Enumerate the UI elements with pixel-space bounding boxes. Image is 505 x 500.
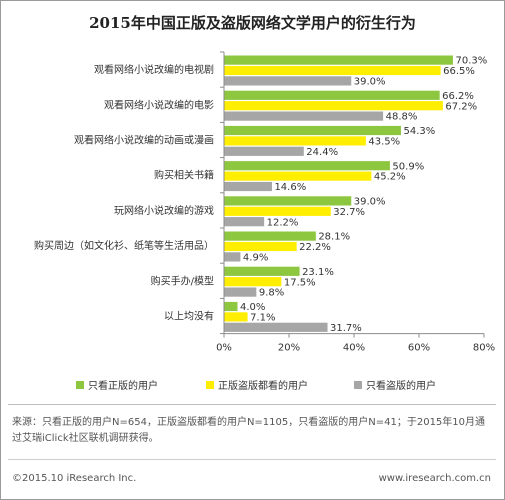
bar — [224, 196, 352, 206]
bar — [224, 136, 366, 146]
bar — [224, 322, 328, 332]
x-tick-label: 80% — [473, 343, 495, 354]
bar — [224, 312, 248, 322]
category-label: 观看网络小说改编的动画或漫画 — [74, 134, 214, 147]
bar-value-label: 17.5% — [284, 277, 316, 288]
x-tick-label: 40% — [343, 343, 365, 354]
bar-chart: 0% 20% 40% 60% 80% 观看网络小说改编的电视剧 70.3%66.5% 39.0… — [34, 51, 495, 354]
category-label: 以上均没有 — [164, 310, 214, 323]
legend-swatch-genuine-only — [76, 380, 84, 389]
chart-title: 2015年中国正版及盗版网络文学用户的衍生行为 — [89, 14, 416, 32]
bar — [224, 231, 316, 241]
legend-item-pirated-only: 只看盗版的用户 — [354, 377, 436, 392]
bar — [224, 161, 390, 171]
footer-divider — [8, 459, 496, 460]
bar — [224, 206, 331, 216]
category-label: 购买相关书籍 — [154, 169, 214, 182]
bar-value-label: 48.8% — [386, 112, 418, 123]
bar-value-label: 9.8% — [259, 288, 284, 299]
x-tick-label: 60% — [408, 343, 430, 354]
category-label: 购买手办/模型 — [151, 274, 214, 287]
bar-value-label: 4.9% — [243, 253, 268, 264]
x-tick-label: 20% — [278, 343, 300, 354]
bar-value-label: 50.9% — [392, 161, 424, 172]
bar-value-label: 54.3% — [403, 126, 435, 137]
bar-value-label: 67.2% — [445, 101, 477, 112]
bar — [224, 217, 265, 227]
legend-label-genuine-only: 只看正版的用户 — [88, 381, 158, 392]
bar — [224, 252, 241, 262]
category-label: 观看网络小说改编的电影 — [104, 98, 214, 111]
legend-swatch-both — [206, 380, 214, 389]
bar-value-label: 4.0% — [240, 302, 265, 313]
legend-item-both: 正版盗版都看的用户 — [206, 377, 308, 392]
bar — [224, 65, 441, 76]
bar — [224, 241, 297, 252]
bar — [224, 125, 401, 136]
bar-value-label: 39.0% — [354, 77, 386, 88]
bar-value-label: 24.4% — [306, 147, 338, 158]
bar-value-label: 14.6% — [274, 182, 306, 193]
bar-value-label: 66.2% — [442, 91, 474, 102]
bar-value-label: 43.5% — [368, 137, 400, 148]
category-label: 观看网络小说改编的电视剧 — [94, 63, 214, 76]
note-divider — [8, 404, 496, 405]
bar — [224, 301, 238, 312]
bar — [224, 181, 272, 192]
bar-value-label: 23.1% — [302, 267, 334, 278]
copyright: ©2015.10 iResearch Inc. — [12, 473, 137, 484]
bar-value-label: 66.5% — [443, 66, 475, 77]
bar — [224, 171, 372, 181]
legend-item-genuine-only: 只看正版的用户 — [76, 377, 158, 392]
bar — [224, 90, 440, 100]
bar-value-label: 32.7% — [333, 207, 365, 218]
bar-value-label: 39.0% — [354, 197, 386, 208]
category-label: 购买周边（如文化衫、纸笔等生活用品） — [34, 239, 214, 252]
bar-value-label: 12.2% — [267, 217, 299, 228]
website: www.iresearch.com.cn — [378, 473, 491, 484]
legend-swatch-pirated-only — [354, 380, 362, 389]
bar-value-label: 22.2% — [299, 242, 331, 253]
bar — [224, 111, 384, 121]
bar — [224, 266, 300, 276]
bar-value-label: 45.2% — [374, 172, 406, 183]
bar — [224, 55, 453, 65]
bar — [224, 101, 443, 111]
x-tick-label: 0% — [216, 343, 232, 354]
bar-value-label: 28.1% — [318, 232, 350, 243]
bar — [224, 146, 304, 156]
category-label: 玩网络小说改编的游戏 — [114, 204, 214, 217]
bar-value-label: 70.3% — [455, 56, 487, 67]
bar-value-label: 31.7% — [330, 323, 362, 334]
bar — [224, 277, 282, 287]
bar — [224, 287, 257, 297]
source-note: 来源：只看正版的用户N=654，正版盗版都看的用户N=1105，只看盗版的用户N… — [12, 417, 486, 444]
legend-label-pirated-only: 只看盗版的用户 — [366, 381, 436, 392]
bar-value-label: 7.1% — [250, 313, 275, 324]
bar — [224, 76, 352, 86]
legend-label-both: 正版盗版都看的用户 — [218, 381, 308, 392]
